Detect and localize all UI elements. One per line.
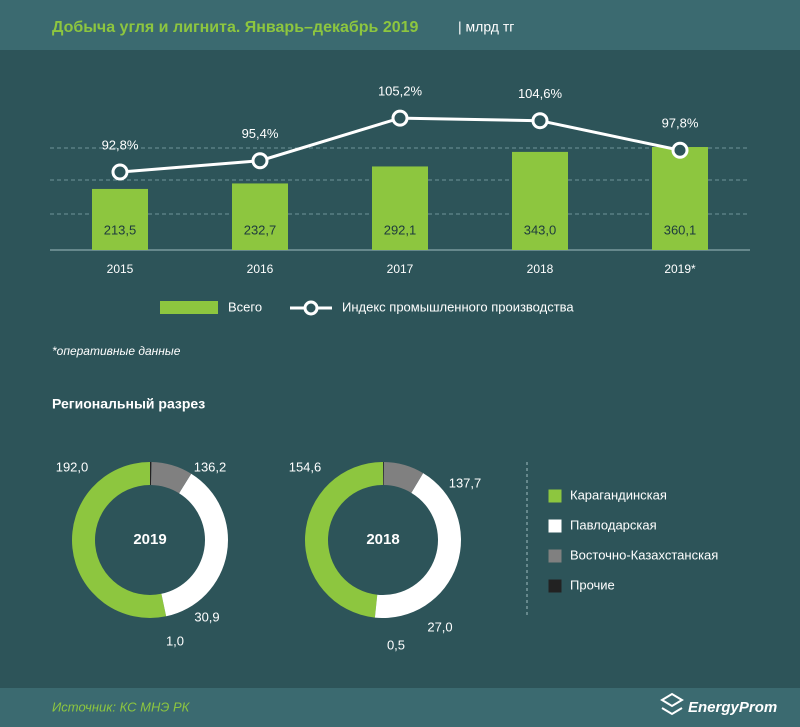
legend-label: Павлодарская [570, 517, 657, 532]
donut-segment [383, 462, 424, 493]
donut-label: 154,6 [289, 459, 322, 474]
donut-label: 137,7 [449, 475, 482, 490]
index-label: 97,8% [662, 116, 699, 131]
footer-bar [0, 688, 800, 727]
bar-label: 213,5 [104, 222, 137, 237]
index-point [251, 152, 269, 170]
donut-segment [161, 473, 228, 617]
donut-label: 27,0 [427, 619, 452, 634]
legend-swatch [547, 518, 563, 534]
bar-label: 360,1 [664, 222, 697, 237]
donut-segment [71, 462, 167, 619]
section-title: Региональный разрез [52, 396, 205, 412]
bar [652, 147, 708, 250]
index-point [111, 163, 129, 181]
legend-label: Всего [228, 299, 262, 314]
legend-label: Индекс промышленного производства [342, 299, 574, 314]
legend-swatch [547, 548, 563, 564]
index-label: 92,8% [102, 137, 139, 152]
header-bar [0, 0, 800, 50]
bar [512, 151, 568, 250]
index-label: 95,4% [242, 126, 279, 141]
index-point [531, 112, 549, 130]
title: Добыча угля и лигнита. Январь–декабрь 20… [52, 19, 419, 36]
donut-segment [383, 462, 384, 486]
index-point [391, 109, 409, 127]
bar [92, 188, 148, 250]
x-tick-label: 2017 [387, 262, 414, 276]
donut-segment [150, 462, 152, 486]
bar [232, 183, 288, 250]
donut-label: 1,0 [166, 633, 184, 648]
x-tick-label: 2019* [664, 262, 696, 276]
donut-label: 192,0 [56, 459, 89, 474]
donut-label: 30,9 [194, 609, 219, 624]
donut-segment [304, 462, 383, 618]
x-tick-label: 2016 [247, 262, 274, 276]
bar-label: 292,1 [384, 222, 417, 237]
x-tick-label: 2015 [107, 262, 134, 276]
index-label: 104,6% [518, 86, 563, 101]
legend-label: Прочие [570, 577, 615, 592]
legend-swatch [160, 301, 218, 314]
donut-segment [150, 462, 192, 494]
index-label: 105,2% [378, 84, 423, 99]
donut-segment [374, 473, 461, 618]
x-tick-label: 2018 [527, 262, 554, 276]
source: Источник: КС МНЭ РК [52, 699, 191, 714]
donut-title: 2019 [133, 531, 166, 548]
legend-swatch [547, 488, 563, 504]
note: *оперативные данные [52, 344, 181, 358]
donut-label: 0,5 [387, 637, 405, 652]
bar [372, 166, 428, 250]
logo-icon [660, 692, 684, 716]
legend-label: Восточно-Казахстанская [570, 547, 718, 562]
donut-label: 136,2 [194, 459, 227, 474]
unit: | млрд тг [458, 19, 514, 35]
index-point [671, 141, 689, 159]
donut-title: 2018 [366, 531, 399, 548]
legend-label: Карагандинская [570, 487, 667, 502]
brand: EnergyProm [688, 699, 777, 716]
legend-swatch [547, 578, 563, 594]
bar-label: 232,7 [244, 222, 277, 237]
bar-label: 343,0 [524, 222, 557, 237]
legend-marker [303, 300, 319, 316]
